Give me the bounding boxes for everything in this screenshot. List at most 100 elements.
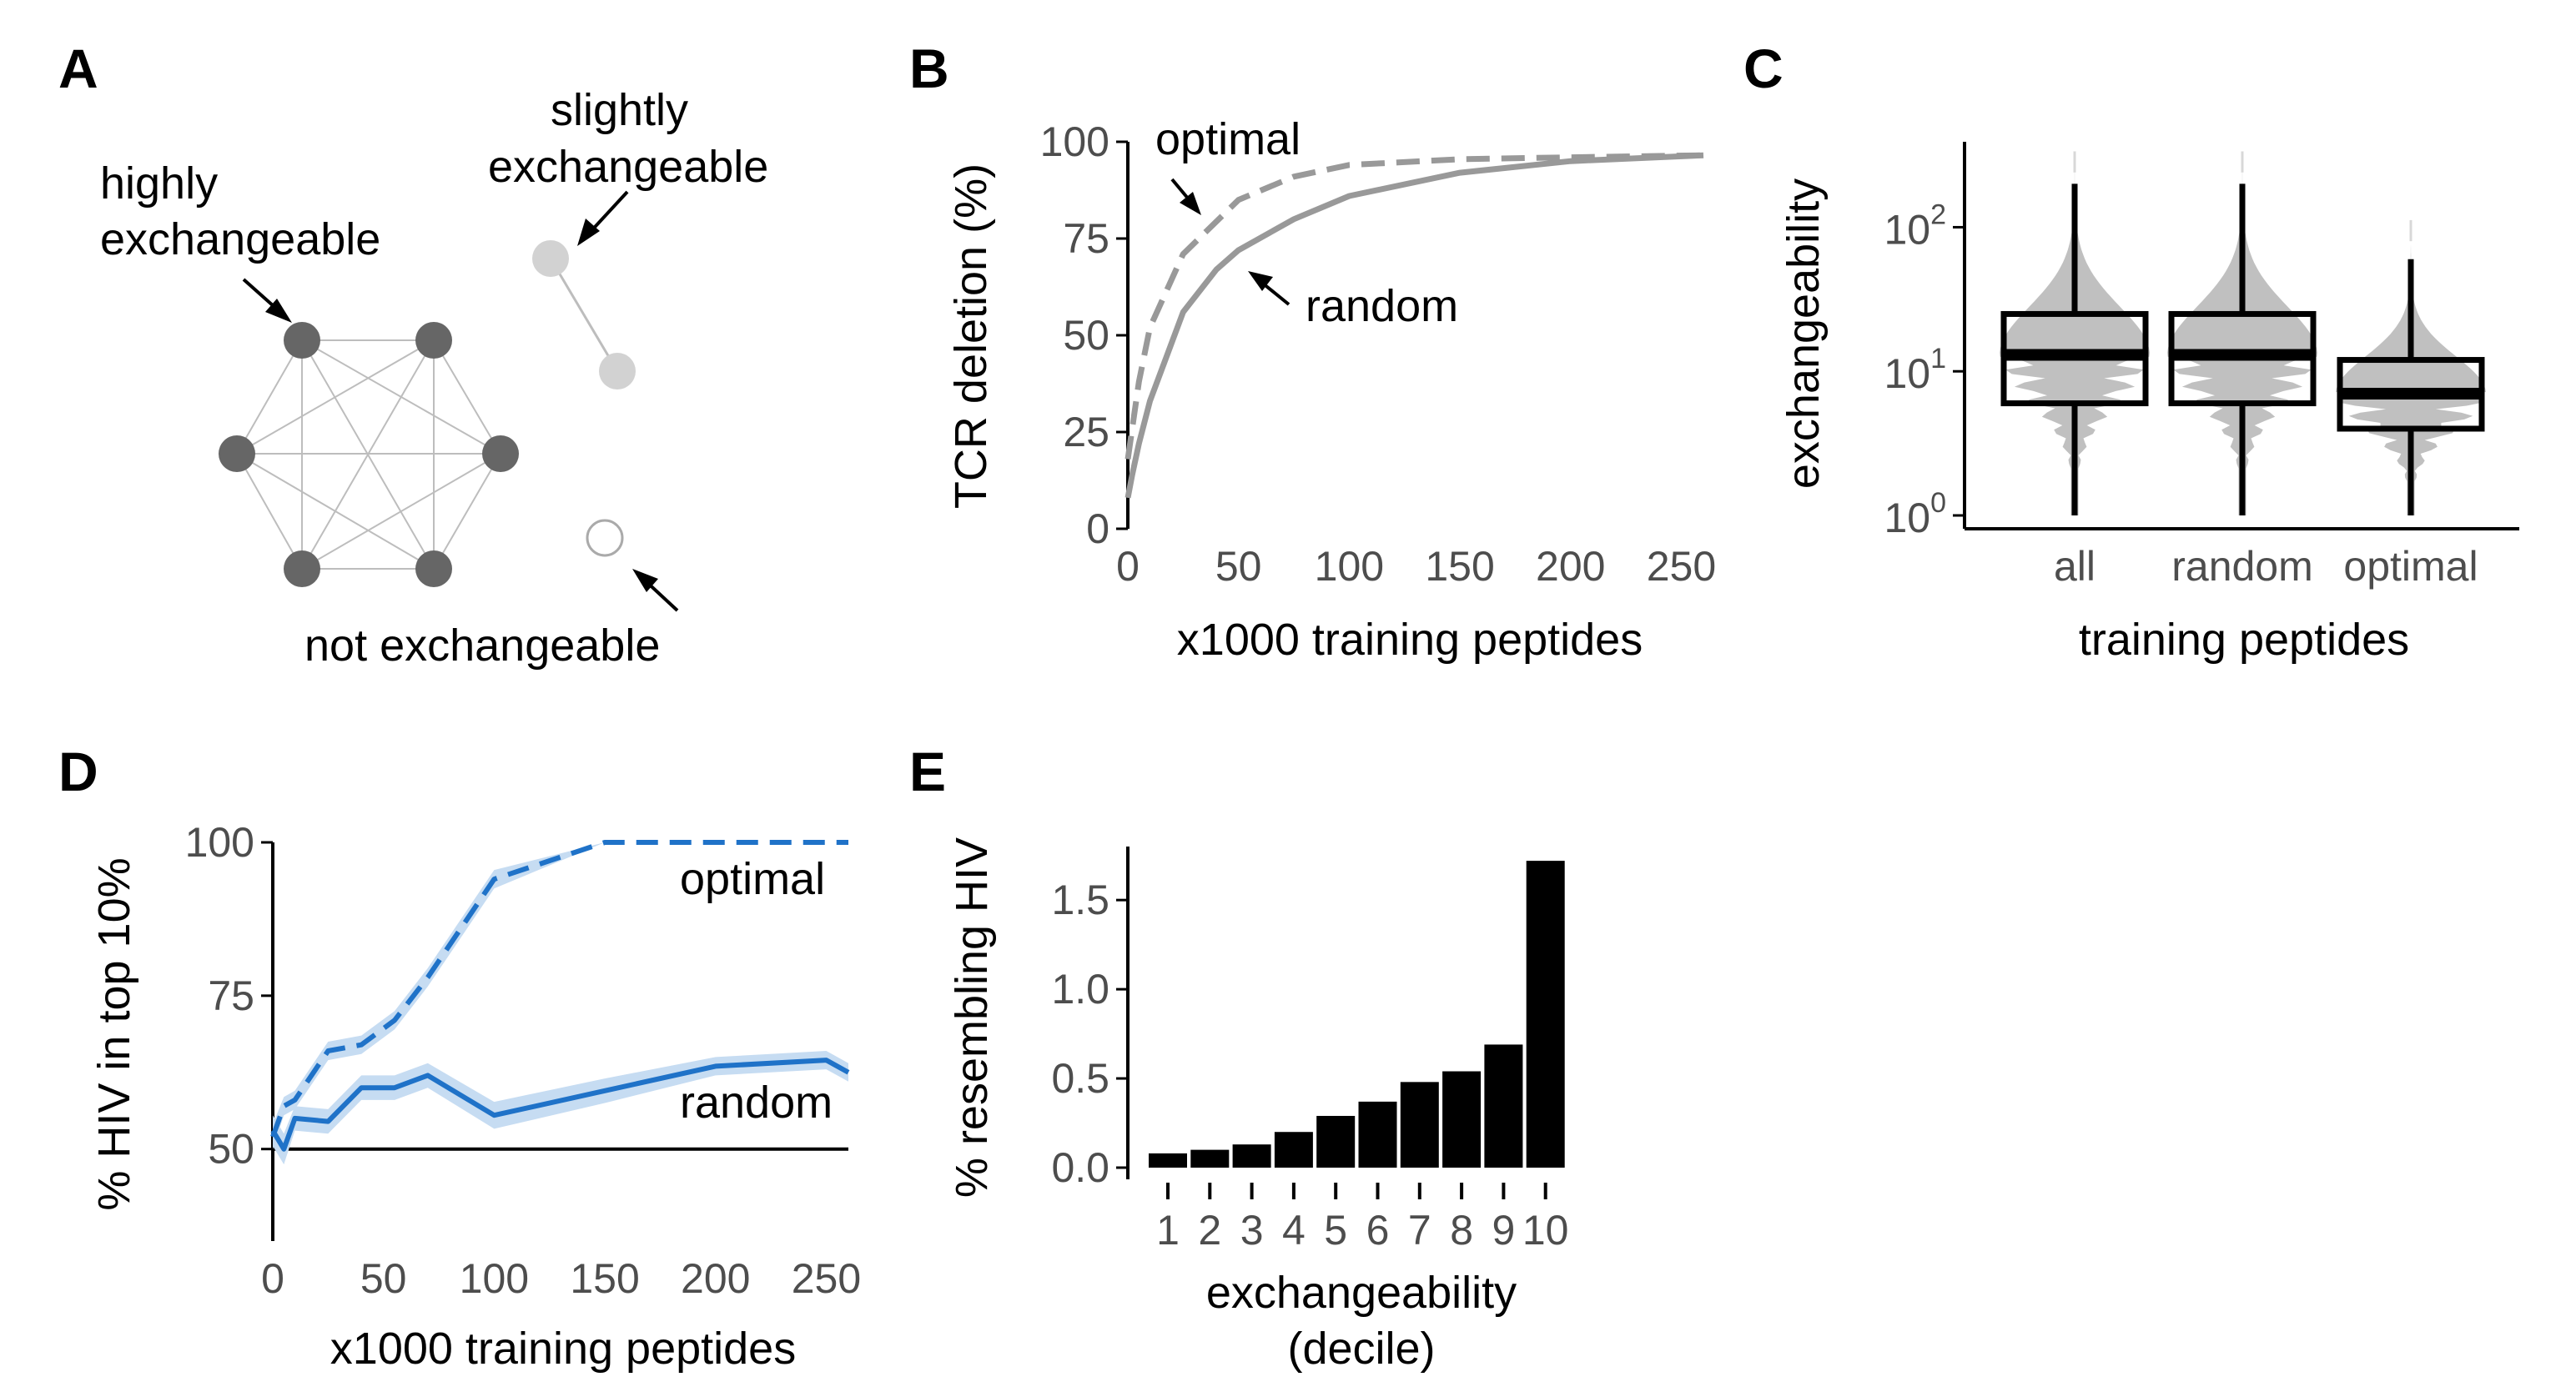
node-highly-4 [415,550,452,587]
d-label-optimal: optimal [680,854,825,904]
panel-a: A highly exchangeable slightly exchangea… [58,38,768,671]
arrow-not [632,569,679,612]
panel-e: E 0.0 0.5 1.0 1.5 1 2 3 4 5 6 7 8 9 10 exchangeabilit… [909,741,1569,1374]
e-ylabel: % resembling HIV [947,837,997,1198]
label-not-exchangeable: not exchangeable [304,621,660,671]
panel-letter-d: D [58,741,98,802]
d-y-tick-label: 50 [208,1126,254,1173]
panel-d: D 50 75 100 0 50 100 150 200 250 x1000 training … [58,741,861,1374]
d-x-tick-label: 50 [360,1255,407,1302]
e-bar-3 [1232,1144,1271,1168]
d-x-tick-label: 0 [261,1255,284,1302]
node-highly-2 [415,322,452,359]
chart-c: 100 101 102 all random optimal [1884,142,2519,590]
c-violin-all [2000,172,2150,515]
b-series-random [1124,152,1704,499]
b-y-tick-label: 0 [1086,505,1109,552]
c-violin-random [2167,172,2317,515]
panel-letter-e: E [909,741,946,802]
label-highly-1: highly [100,158,218,209]
e-bar-9 [1484,1044,1523,1168]
node-highly-6 [219,435,255,472]
network-edge [433,339,501,455]
network-edge [236,453,303,570]
panel-letter-b: B [909,38,949,99]
d-x-tick-label: 100 [460,1255,529,1302]
d-xlabel: x1000 training peptides [330,1324,796,1374]
e-bar-6 [1358,1101,1397,1168]
b-xlabel: x1000 training peptides [1177,615,1643,665]
b-x-tick-label: 250 [1647,543,1716,590]
d-series-optimal [270,840,848,1138]
d-x-tick-label: 150 [570,1255,639,1302]
network-nodes [219,322,519,587]
panel-b: B 0 25 50 75 100 0 50 100 150 200 250 x1000 traini… [909,38,1716,665]
c-y-tick-label: 102 [1884,198,1946,253]
panel-c: C 100 101 102 all random optimal training pep… [1743,38,2519,665]
panel-letter-c: C [1743,38,1784,99]
e-bar-2 [1190,1149,1230,1168]
node-highly-5 [284,550,320,587]
e-bar-4 [1274,1132,1313,1168]
e-bar-8 [1442,1071,1482,1168]
label-slightly-1: slightly [551,85,688,135]
b-y-tick-label: 50 [1063,312,1109,359]
label-highly-2: exchangeable [100,214,380,264]
c-ylabel: exchangeability [1779,178,1829,489]
c-x-tick-label: optimal [2343,543,2478,590]
network-edge [301,453,501,570]
b-x-tick-label: 50 [1215,543,1262,590]
e-x-tick-label: 6 [1366,1207,1390,1254]
node-highly-3 [482,435,519,472]
arrow-highly [242,278,292,323]
e-x-tick-label: 4 [1282,1207,1306,1254]
b-label-optimal: optimal [1155,114,1301,164]
e-xlabel-1: exchangeability [1206,1268,1517,1318]
network-edge [236,339,435,455]
e-y-tick-label: 0.5 [1051,1055,1109,1102]
edge-slightly [549,258,619,372]
e-bar-1 [1149,1153,1187,1168]
chart-d: 50 75 100 0 50 100 150 200 250 [185,819,862,1302]
d-series-random [270,1058,850,1152]
e-x-tick-label: 5 [1324,1207,1347,1254]
arrow-slightly [577,190,629,246]
b-arrow-random [1248,271,1291,306]
c-x-tick-label: all [2054,543,2096,590]
e-xlabel-2: (decile) [1287,1324,1435,1374]
e-y-tick-label: 0.0 [1051,1144,1109,1191]
b-series-optimal [1124,152,1704,460]
panel-letter-a: A [58,38,98,99]
node-slightly-1 [532,240,569,277]
e-x-tick-label: 10 [1522,1207,1569,1254]
e-x-tick-label: 7 [1408,1207,1431,1254]
e-y-tick-label: 1.5 [1051,877,1109,923]
e-bar-7 [1400,1082,1439,1168]
c-y-tick-label: 101 [1884,343,1946,397]
chart-e: 0.0 0.5 1.0 1.5 1 2 3 4 5 6 7 8 9 10 [1051,847,1569,1254]
d-x-tick-label: 250 [792,1255,861,1302]
network-edge [433,453,501,570]
e-bar-5 [1316,1115,1356,1168]
b-ylabel: TCR deletion (%) [946,163,996,509]
b-y-tick-label: 100 [1040,118,1109,165]
e-x-tick-label: 3 [1240,1207,1264,1254]
d-label-random: random [680,1078,833,1128]
c-xlabel: training peptides [2079,615,2409,665]
b-label-random: random [1306,281,1458,331]
d-y-tick-label: 75 [208,972,254,1019]
d-x-tick-label: 200 [681,1255,750,1302]
chart-b: 0 25 50 75 100 0 50 100 150 200 250 [1040,118,1717,590]
e-x-tick-label: 8 [1450,1207,1473,1254]
label-slightly-2: exchangeable [488,142,768,192]
node-slightly-2 [599,353,636,389]
e-y-tick-label: 1.0 [1051,966,1109,1013]
d-y-tick-label: 100 [185,819,254,866]
network-edge [236,453,435,570]
c-y-tick-label: 100 [1884,487,1946,541]
c-violin-optimal [2336,241,2486,515]
network-edges [236,339,501,570]
e-bar-10 [1526,861,1565,1168]
network-edge [236,339,303,455]
e-x-tick-label: 2 [1198,1207,1221,1254]
